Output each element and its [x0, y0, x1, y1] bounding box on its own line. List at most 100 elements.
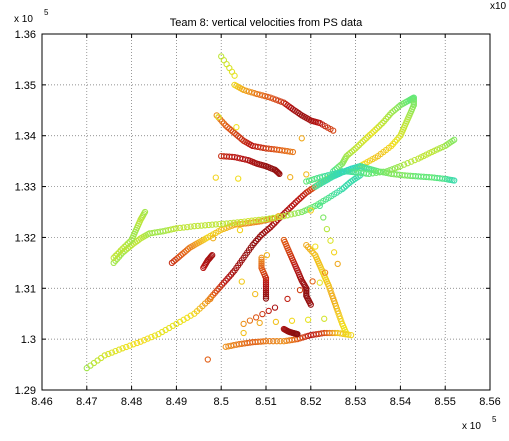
data-point: [130, 341, 137, 348]
data-point: [259, 310, 266, 318]
data-point: [298, 135, 305, 142]
data-point: [270, 338, 277, 345]
x-tick-labels: 8.46 8.47 8.48 8.49 8.5 8.51 8.52 8.53 8.54 8.55 8…: [31, 396, 500, 408]
data-point: [284, 295, 291, 303]
y-tick-label: 1.32: [15, 232, 36, 244]
data-point: [304, 316, 312, 323]
data-point: [121, 243, 128, 251]
data-point: [272, 318, 280, 326]
data-point: [227, 126, 235, 134]
data-point: [377, 121, 384, 128]
data-point: [252, 217, 259, 224]
y-tick-label: 1.29: [15, 385, 36, 397]
data-point: [363, 170, 370, 177]
data-point: [105, 350, 112, 358]
data-point: [170, 258, 177, 265]
data-point: [119, 245, 126, 252]
data-point: [393, 105, 400, 112]
data-point: [350, 146, 357, 154]
data-point: [209, 252, 216, 259]
data-point: [307, 207, 314, 214]
data-point: [320, 214, 327, 221]
data-point: [260, 230, 267, 237]
data-point: [327, 237, 334, 244]
data-point: [287, 204, 294, 211]
data-point: [243, 87, 250, 94]
data-point: [451, 136, 458, 143]
x-exponent-label: x 10 5: [462, 415, 497, 432]
data-point: [248, 217, 255, 224]
data-point: [180, 224, 187, 231]
data-point: [237, 218, 245, 226]
data-point: [330, 127, 337, 134]
data-point: [117, 247, 124, 254]
data-point: [356, 141, 363, 149]
data-point: [345, 151, 352, 158]
x-tick-label: 8.46: [31, 396, 52, 408]
data-point: [112, 252, 119, 260]
data-point: [235, 175, 242, 182]
data-point: [265, 225, 272, 232]
data-point: [262, 285, 270, 292]
data-point: [212, 174, 219, 181]
data-point: [373, 125, 381, 132]
data-point: [316, 279, 323, 286]
y-exponent-base: x 10: [14, 14, 33, 25]
data-point: [408, 158, 415, 165]
data-point: [366, 131, 374, 139]
data-point: [233, 131, 240, 138]
data-point: [292, 199, 299, 206]
data-point: [299, 192, 306, 200]
data-point: [258, 254, 265, 261]
data-point: [274, 169, 281, 176]
data-point: [258, 262, 265, 270]
data-point: [173, 225, 180, 232]
data-point: [259, 216, 266, 223]
chart-title: Team 8: vertical velocities from PS data: [170, 17, 363, 29]
y-tick-label: 1.35: [15, 80, 36, 92]
y-tick-label: 1.36: [15, 29, 36, 41]
data-point: [283, 208, 290, 215]
data-point: [265, 307, 272, 315]
data-point: [263, 227, 271, 234]
data-point: [357, 140, 365, 147]
data-point: [179, 250, 186, 257]
data-point: [123, 343, 130, 351]
data-point: [176, 224, 184, 232]
data-point: [140, 337, 148, 344]
data-point: [266, 338, 273, 345]
data-point: [144, 335, 151, 342]
data-point: [439, 175, 446, 182]
data-point: [321, 315, 328, 322]
data-point: [207, 295, 214, 303]
data-point: [296, 196, 303, 203]
data-point: [359, 138, 366, 145]
data-point: [209, 235, 217, 242]
data-point: [236, 134, 244, 141]
data-point: [361, 136, 368, 143]
data-point: [400, 161, 408, 168]
data-point: [287, 148, 294, 155]
data-point: [295, 209, 302, 216]
data-point: [256, 319, 263, 327]
data-point: [296, 286, 304, 294]
data-point: [119, 345, 126, 352]
data-point: [277, 338, 284, 345]
data-point: [241, 218, 248, 225]
data-point: [285, 206, 292, 213]
data-point: [231, 130, 238, 137]
data-point: [262, 215, 270, 223]
data-point: [375, 123, 383, 130]
data-point: [174, 255, 181, 262]
data-point: [267, 224, 274, 231]
data-point: [288, 317, 296, 324]
data-point: [451, 177, 458, 184]
data-point: [262, 283, 270, 290]
data-point: [133, 339, 141, 347]
data-point: [244, 218, 252, 225]
data-point: [340, 168, 348, 175]
data-point: [370, 128, 377, 135]
data-point: [363, 135, 370, 142]
data-point: [404, 160, 411, 167]
data-point: [191, 223, 198, 230]
